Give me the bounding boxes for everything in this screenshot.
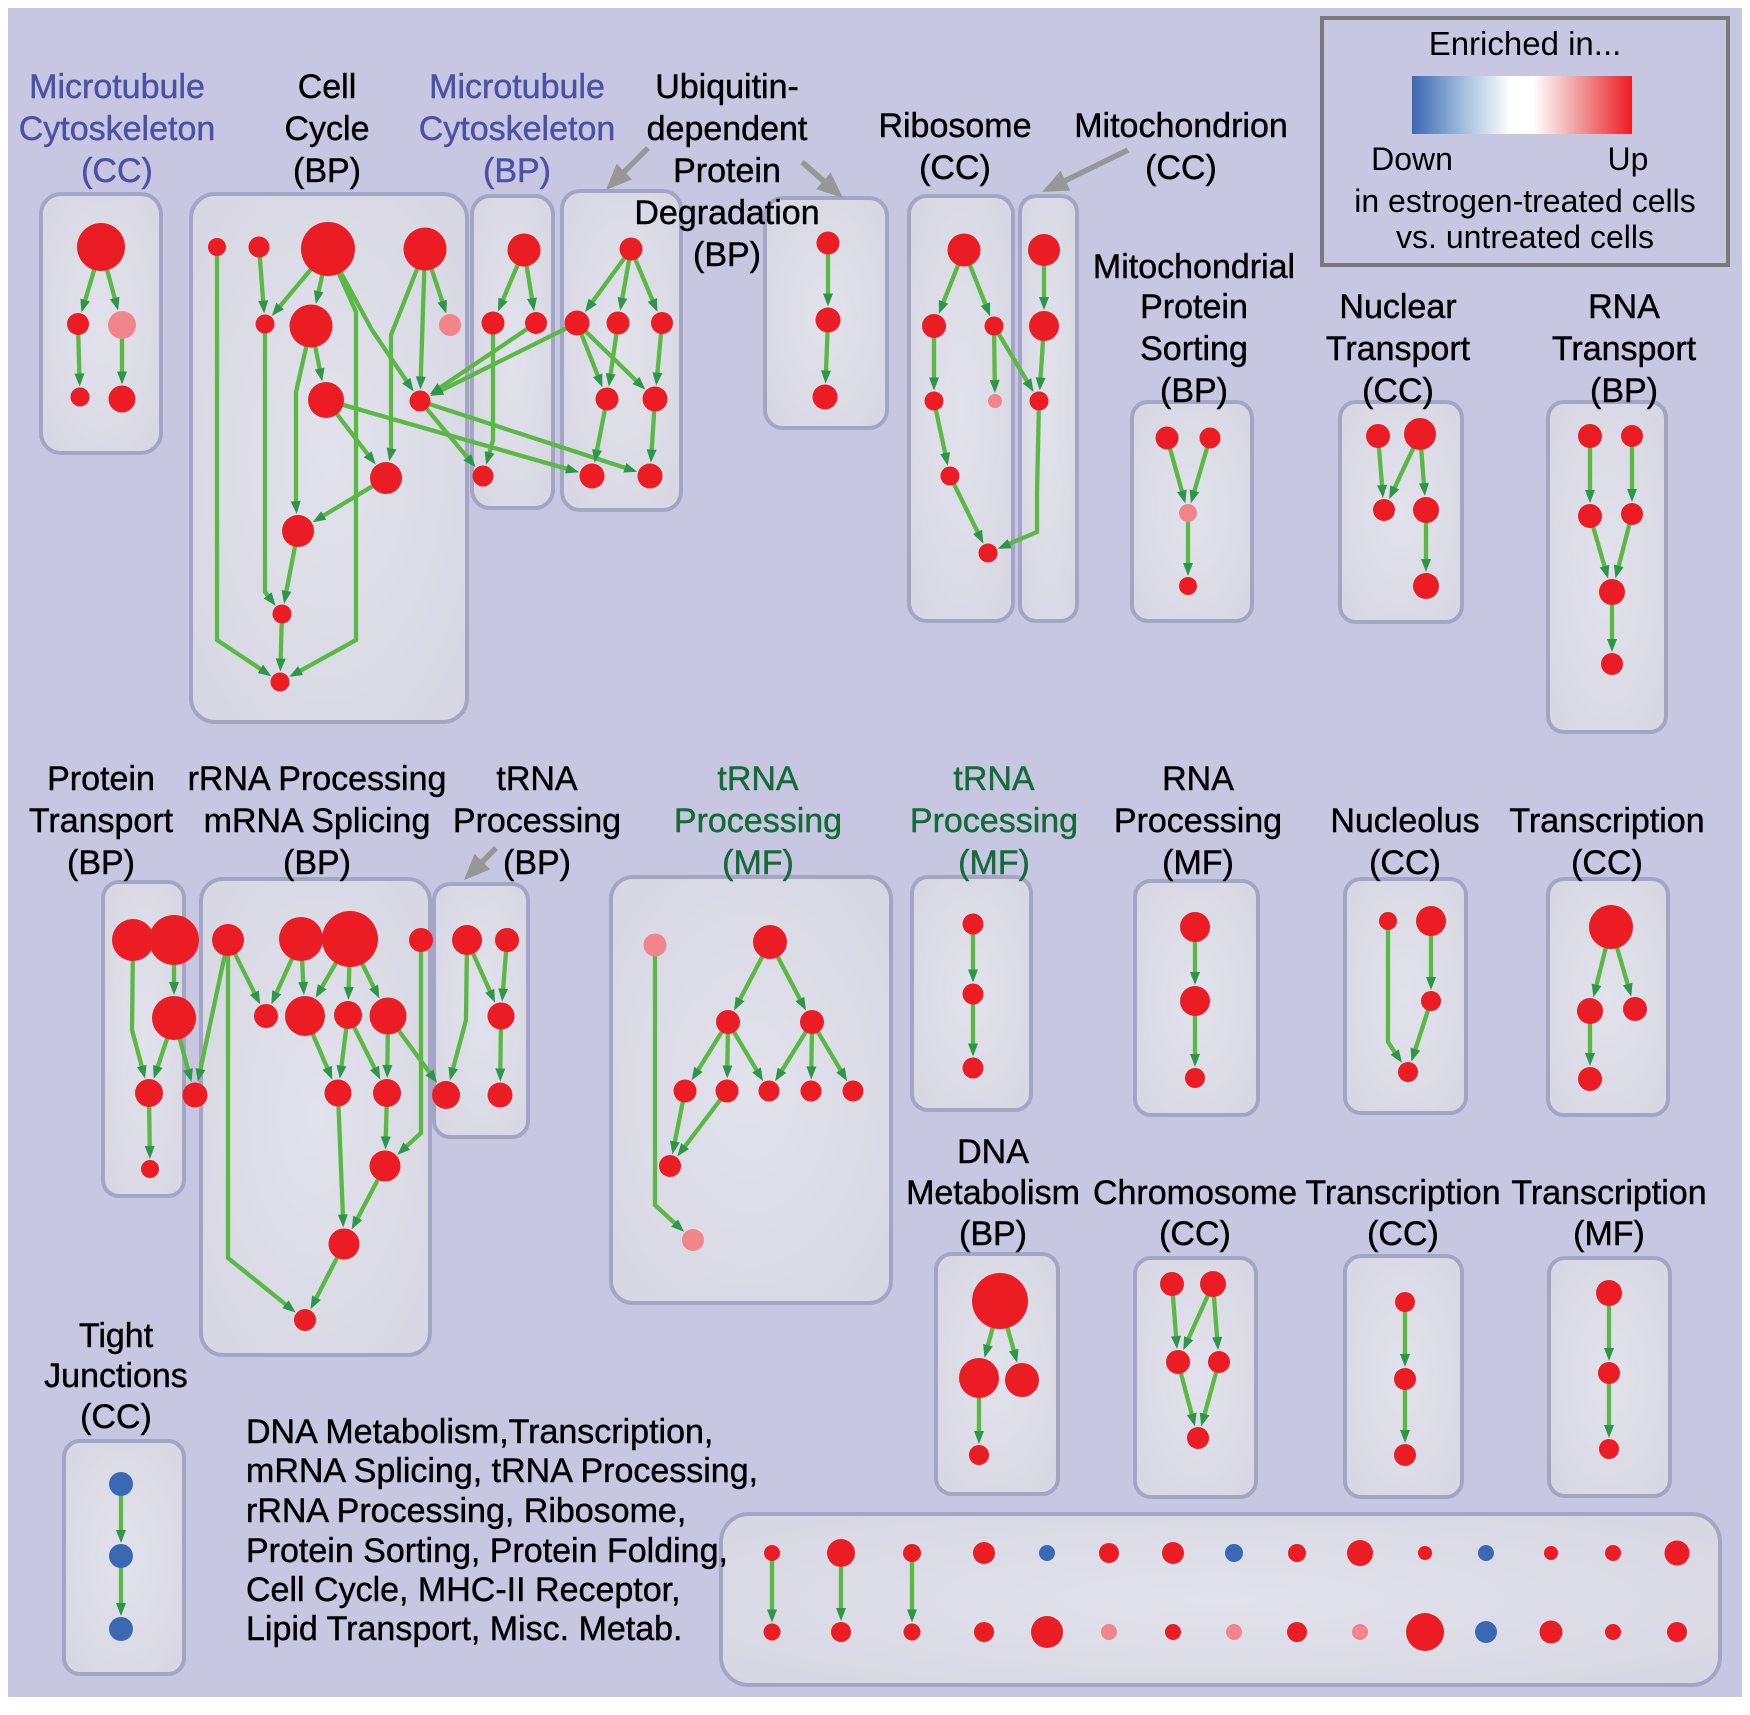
- svg-text:(BP): (BP): [1160, 372, 1228, 410]
- svg-text:Processing: Processing: [1114, 802, 1282, 840]
- svg-text:Transcription: Transcription: [1509, 802, 1704, 840]
- svg-text:(CC): (CC): [1145, 149, 1217, 187]
- svg-text:Transport: Transport: [1552, 330, 1697, 368]
- svg-text:Metabolism: Metabolism: [906, 1174, 1080, 1212]
- svg-text:Junctions: Junctions: [44, 1357, 188, 1395]
- svg-text:Down: Down: [1371, 141, 1453, 177]
- svg-text:(BP): (BP): [67, 844, 135, 882]
- svg-text:(BP): (BP): [283, 844, 351, 882]
- svg-text:mRNA Splicing, tRNA Processing: mRNA Splicing, tRNA Processing,: [246, 1452, 758, 1490]
- svg-text:(MF): (MF): [958, 844, 1030, 882]
- svg-text:Transport: Transport: [29, 802, 174, 840]
- svg-text:Mitochondrion: Mitochondrion: [1074, 107, 1288, 145]
- svg-text:(CC): (CC): [1362, 372, 1434, 410]
- svg-text:Up: Up: [1608, 141, 1649, 177]
- svg-text:Mitochondrial: Mitochondrial: [1093, 248, 1295, 286]
- svg-text:rRNA Processing: rRNA Processing: [188, 760, 447, 798]
- svg-text:(BP): (BP): [693, 236, 761, 274]
- svg-text:Degradation: Degradation: [634, 194, 819, 232]
- svg-text:Protein: Protein: [673, 152, 781, 190]
- svg-text:(CC): (CC): [919, 149, 991, 187]
- svg-text:Cycle: Cycle: [284, 110, 369, 148]
- svg-text:Protein: Protein: [1140, 288, 1248, 326]
- svg-text:Protein Sorting, Protein Foldi: Protein Sorting, Protein Folding,: [246, 1532, 728, 1570]
- svg-text:(CC): (CC): [1367, 1215, 1439, 1253]
- svg-text:DNA Metabolism,Transcription,: DNA Metabolism,Transcription,: [246, 1413, 713, 1451]
- svg-text:Ubiquitin-: Ubiquitin-: [655, 68, 799, 106]
- svg-text:Processing: Processing: [910, 802, 1078, 840]
- svg-text:tRNA: tRNA: [953, 760, 1035, 798]
- svg-text:(BP): (BP): [959, 1215, 1027, 1253]
- svg-text:(CC): (CC): [1369, 844, 1441, 882]
- svg-text:Enriched in...: Enriched in...: [1429, 25, 1622, 62]
- svg-text:(MF): (MF): [1573, 1215, 1645, 1253]
- svg-text:(CC): (CC): [80, 1398, 152, 1436]
- svg-text:in estrogen-treated cells: in estrogen-treated cells: [1354, 183, 1696, 219]
- svg-text:tRNA: tRNA: [717, 760, 799, 798]
- svg-text:RNA: RNA: [1588, 288, 1660, 326]
- svg-text:(MF): (MF): [722, 844, 794, 882]
- svg-text:Nuclear: Nuclear: [1339, 288, 1456, 326]
- svg-text:(CC): (CC): [1571, 844, 1643, 882]
- svg-text:(BP): (BP): [483, 152, 551, 190]
- svg-text:Transport: Transport: [1326, 330, 1471, 368]
- svg-text:Chromosome: Chromosome: [1093, 1174, 1297, 1212]
- svg-text:Sorting: Sorting: [1140, 330, 1248, 368]
- svg-text:Transcription: Transcription: [1305, 1174, 1500, 1212]
- svg-text:(BP): (BP): [503, 844, 571, 882]
- svg-text:mRNA Splicing: mRNA Splicing: [204, 802, 431, 840]
- svg-text:Cytoskeleton: Cytoskeleton: [419, 110, 616, 148]
- svg-text:(MF): (MF): [1162, 844, 1234, 882]
- svg-text:Protein: Protein: [47, 760, 155, 798]
- svg-text:Lipid Transport, Misc. Metab.: Lipid Transport, Misc. Metab.: [246, 1610, 683, 1648]
- svg-text:dependent: dependent: [647, 110, 808, 148]
- svg-text:Tight: Tight: [79, 1317, 154, 1355]
- svg-text:vs. untreated cells: vs. untreated cells: [1396, 219, 1654, 255]
- svg-text:DNA: DNA: [957, 1133, 1029, 1171]
- svg-text:Microtubule: Microtubule: [29, 68, 205, 106]
- svg-text:Cell Cycle, MHC-II Receptor,: Cell Cycle, MHC-II Receptor,: [246, 1571, 681, 1609]
- svg-text:(CC): (CC): [81, 152, 153, 190]
- svg-text:RNA: RNA: [1162, 760, 1234, 798]
- svg-text:Cytoskeleton: Cytoskeleton: [19, 110, 216, 148]
- svg-text:rRNA Processing, Ribosome,: rRNA Processing, Ribosome,: [246, 1492, 686, 1530]
- svg-text:tRNA: tRNA: [496, 760, 578, 798]
- svg-text:Processing: Processing: [453, 802, 621, 840]
- svg-text:(BP): (BP): [293, 152, 361, 190]
- svg-text:(CC): (CC): [1159, 1215, 1231, 1253]
- svg-text:Ribosome: Ribosome: [878, 107, 1031, 145]
- svg-text:Microtubule: Microtubule: [429, 68, 605, 106]
- svg-text:Cell: Cell: [298, 68, 357, 106]
- svg-text:Transcription: Transcription: [1511, 1174, 1706, 1212]
- svg-text:Processing: Processing: [674, 802, 842, 840]
- svg-text:(BP): (BP): [1590, 372, 1658, 410]
- svg-text:Nucleolus: Nucleolus: [1330, 802, 1479, 840]
